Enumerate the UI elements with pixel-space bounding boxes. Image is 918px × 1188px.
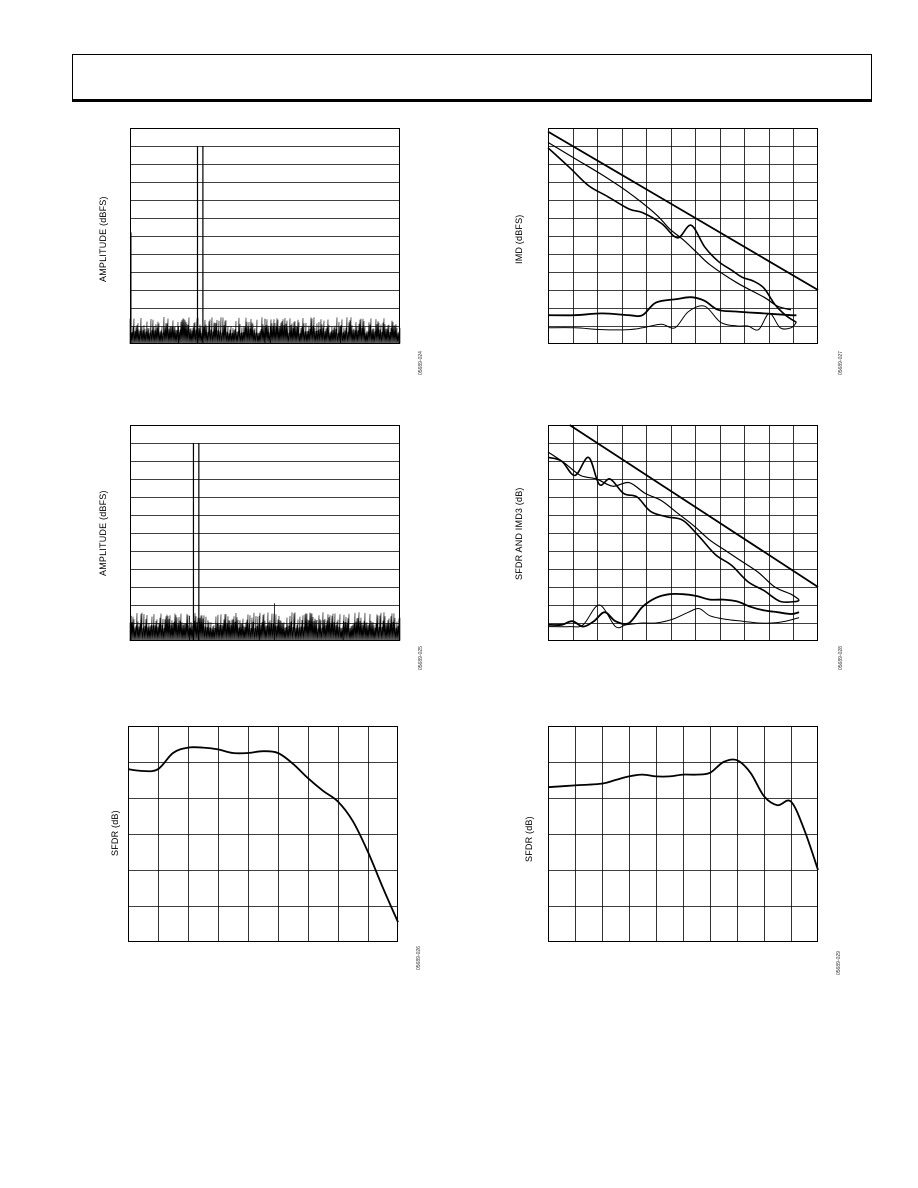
figure-id: 05689-028 <box>838 646 844 670</box>
sfdr-chart-svg <box>127 726 399 942</box>
plot-frame <box>548 128 818 344</box>
series-line-1 <box>547 130 819 291</box>
series-line-4 <box>547 592 800 628</box>
figure-id: 05689-029 <box>836 951 842 975</box>
figure-id: 05689-027 <box>838 351 844 375</box>
series-line-1 <box>127 746 399 923</box>
imd-chart-svg <box>547 128 819 344</box>
noise-floor <box>129 612 401 641</box>
figure-id: 05689-025 <box>418 646 424 670</box>
plot-frame <box>130 425 400 641</box>
figure-id: 05689-024 <box>418 351 424 375</box>
series-line-3 <box>547 456 800 604</box>
series-line-4 <box>547 296 797 318</box>
y-axis-label: SFDR AND IMD3 (dB) <box>514 487 524 580</box>
series-line-5 <box>547 604 800 629</box>
series-line-3 <box>547 147 797 324</box>
y-axis-label: SFDR (dB) <box>524 816 534 862</box>
plot-frame <box>548 726 818 942</box>
series-line-1 <box>569 424 819 588</box>
y-axis-label: AMPLITUDE (dBFS) <box>98 196 108 282</box>
series-line-2 <box>547 451 800 601</box>
spectrum-chart-svg <box>129 128 401 344</box>
sfdr-chart-svg <box>547 726 819 942</box>
y-axis-label: SFDR (dB) <box>110 810 120 856</box>
series-line-2 <box>547 141 792 311</box>
y-axis-label: AMPLITUDE (dBFS) <box>98 490 108 576</box>
plot-frame <box>130 128 400 344</box>
figure-id: 05689-026 <box>416 946 422 970</box>
spectrum-chart-svg <box>129 425 401 641</box>
y-axis-label: IMD (dBFS) <box>514 214 524 264</box>
series-line-5 <box>547 305 797 331</box>
series-line-1 <box>547 758 819 871</box>
plot-frame <box>128 726 398 942</box>
sfdr-imd3-chart-svg <box>547 424 819 641</box>
page-header <box>72 54 872 102</box>
